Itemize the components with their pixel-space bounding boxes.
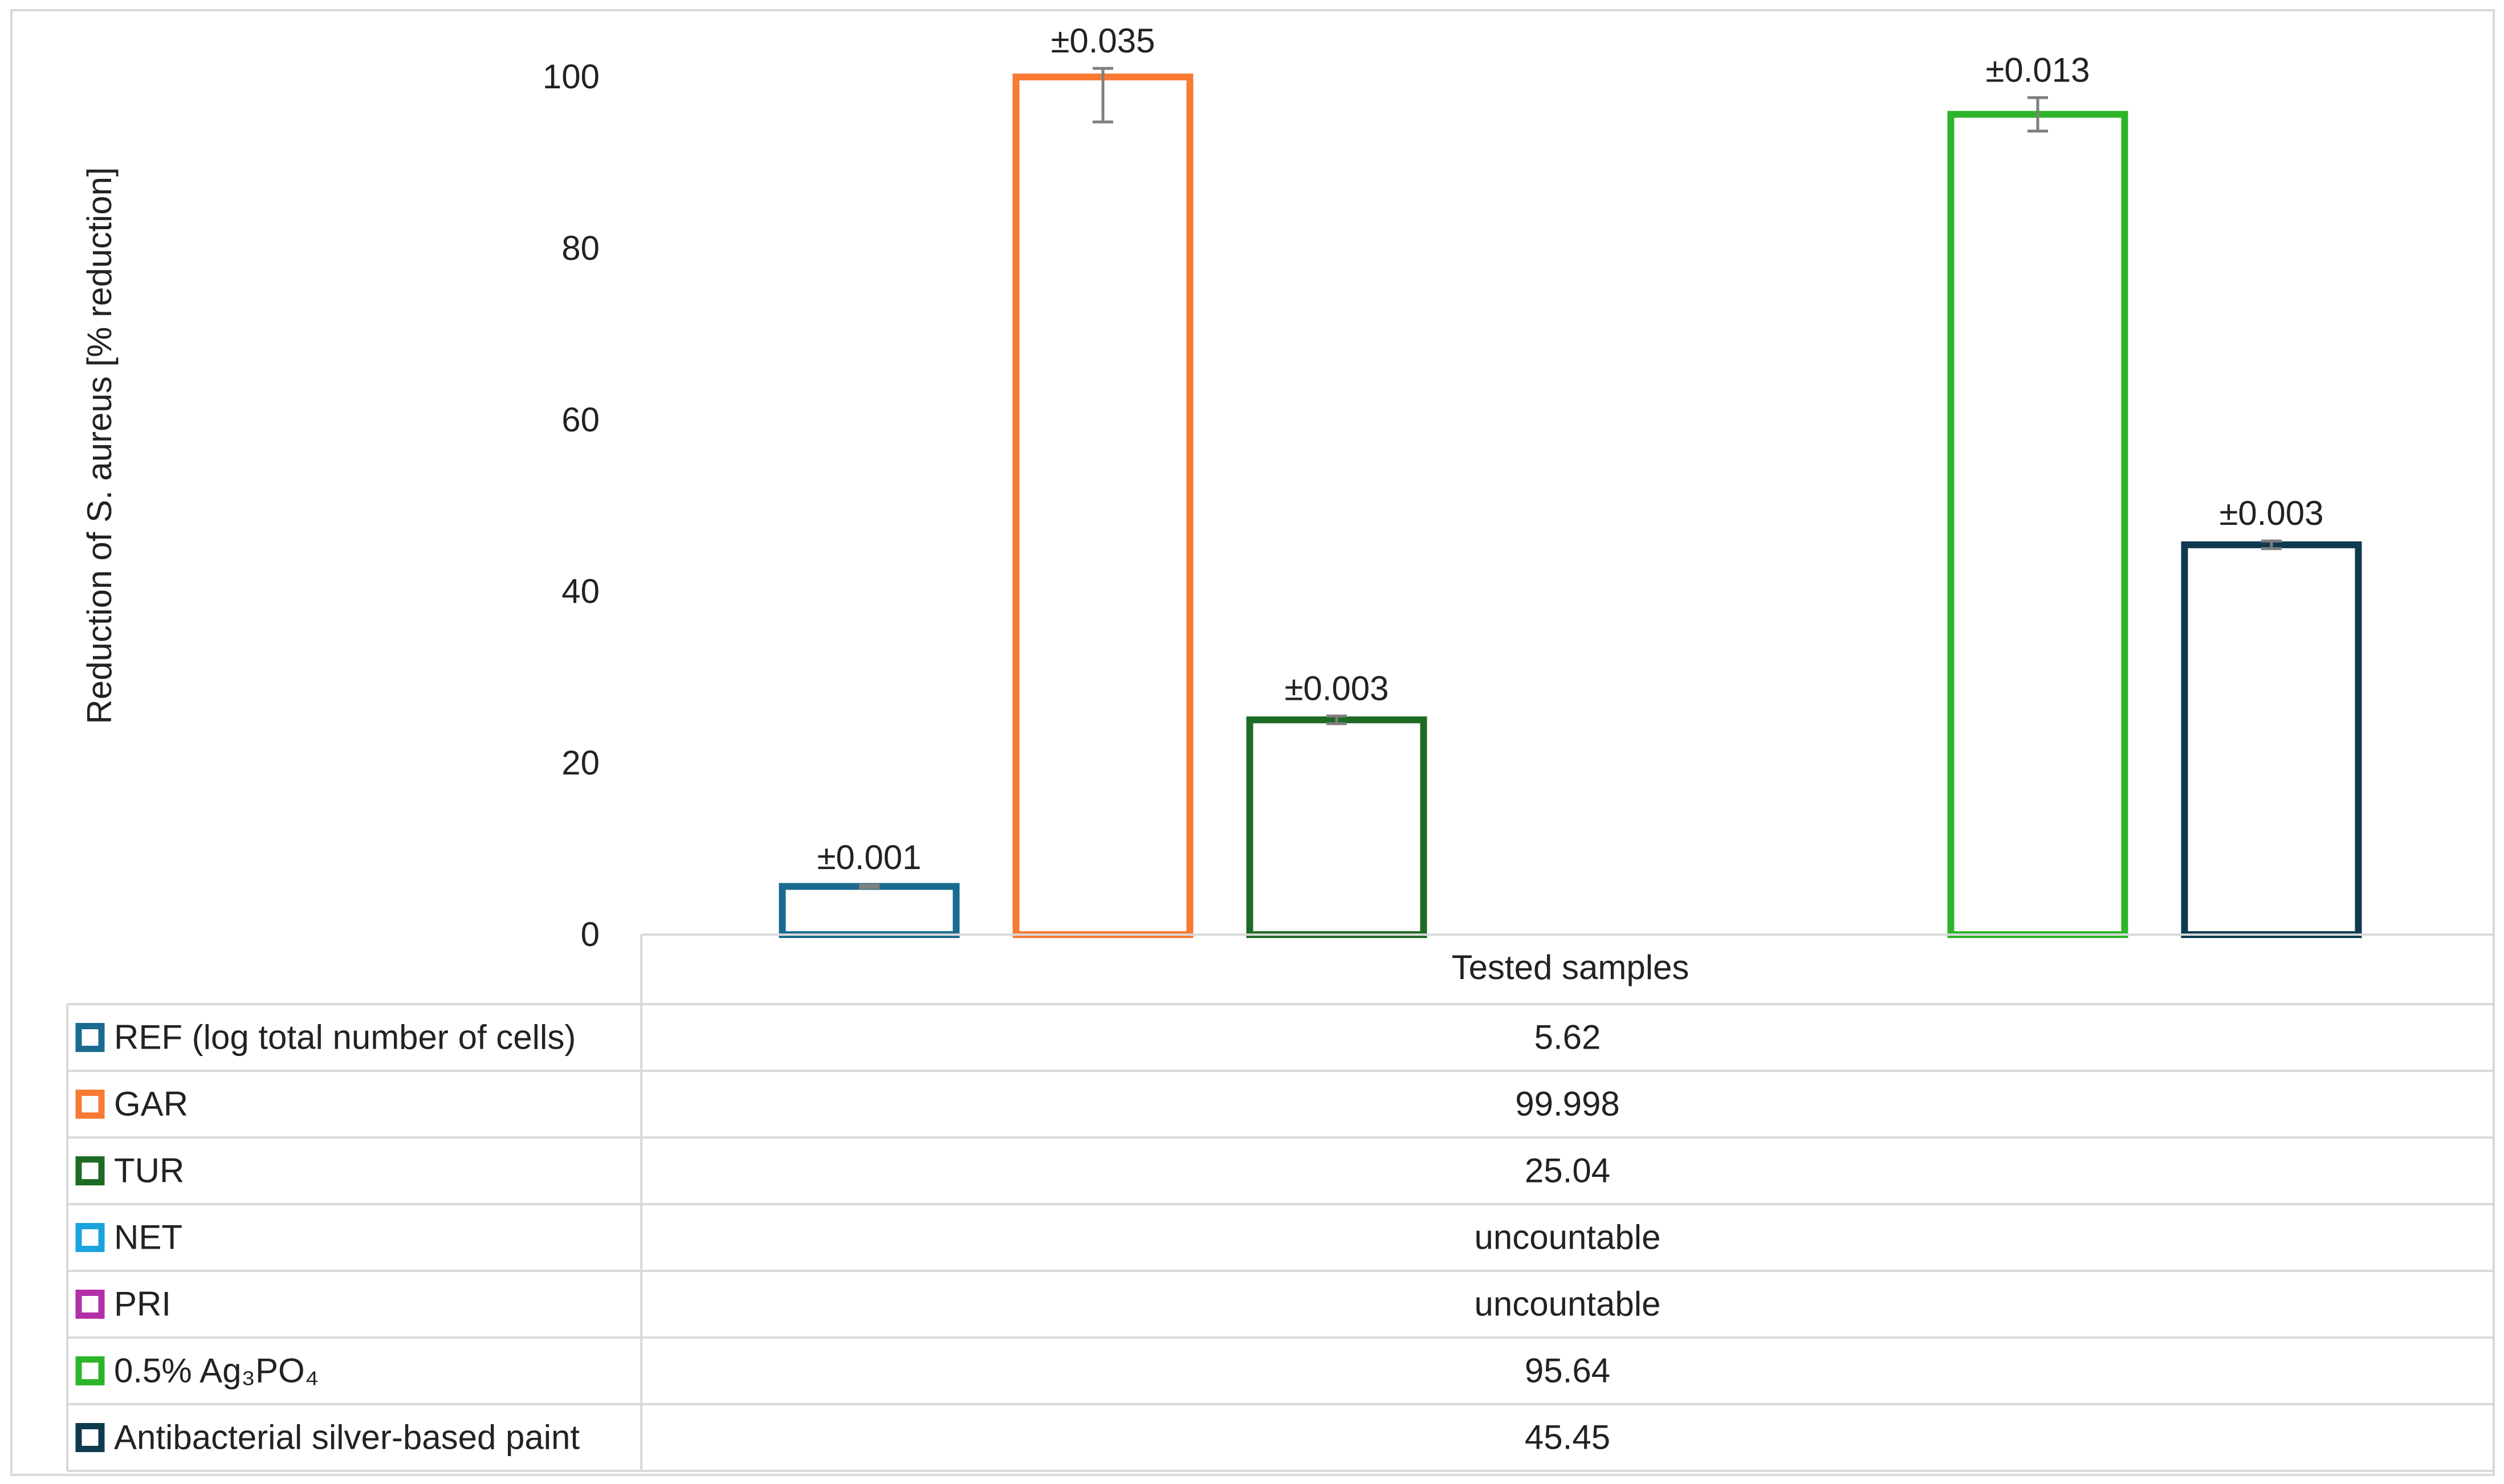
data-table: Tested samples REF (log total number of …: [66, 933, 2495, 1472]
y-axis-ticks: 0 20 40 60 80 100: [543, 58, 600, 953]
table-row: 0.5% Ag₃PO₄ 95.64: [75, 1352, 1610, 1390]
series-name: 0.5% Ag₃PO₄: [114, 1352, 319, 1390]
table-row: REF (log total number of cells) 5.62: [75, 1018, 1601, 1057]
series-name: TUR: [114, 1152, 184, 1190]
legend-swatch: [75, 1223, 105, 1252]
series-name: Antibacterial silver-based paint: [114, 1418, 580, 1457]
y-tick-label: 0: [581, 915, 600, 953]
table-row: TUR 25.04: [75, 1152, 1610, 1190]
legend-swatch: [75, 1290, 105, 1319]
bar: [1246, 716, 1427, 938]
bar: [1012, 74, 1194, 938]
series-value: 45.45: [1525, 1418, 1610, 1457]
category-label: Tested samples: [1452, 948, 1689, 986]
error-label: ±0.003: [1284, 669, 1389, 707]
series-name: PRI: [114, 1285, 171, 1323]
error-label: ±0.001: [817, 838, 921, 876]
legend-swatch: [75, 1023, 105, 1052]
series-name: GAR: [114, 1085, 188, 1123]
error-bar: [1326, 714, 1347, 725]
y-tick-label: 20: [561, 744, 600, 782]
bars: ±0.001 ±0.035 ±0.003 ±0.013 ±0.003: [779, 22, 2362, 938]
series-value: uncountable: [1475, 1218, 1661, 1257]
y-tick-label: 40: [561, 572, 600, 610]
bar: [2181, 541, 2362, 938]
bar: [1947, 111, 2128, 938]
series-value: 25.04: [1525, 1152, 1610, 1190]
series-name: REF (log total number of cells): [114, 1018, 576, 1057]
error-label: ±0.013: [1985, 51, 2090, 89]
series-value: 5.62: [1534, 1018, 1601, 1057]
series-value: uncountable: [1475, 1285, 1661, 1323]
y-tick-label: 60: [561, 401, 600, 439]
error-bar: [2027, 96, 2048, 133]
table-row: NET uncountable: [75, 1218, 1661, 1257]
error-label: ±0.003: [2219, 494, 2323, 532]
y-tick-label: 100: [543, 58, 600, 96]
series-value: 99.998: [1515, 1085, 1620, 1123]
legend-swatch: [75, 1090, 105, 1119]
error-bar: [859, 883, 880, 890]
y-axis-label: Reduction of S. aureus [% reduction]: [80, 167, 119, 724]
series-value: 95.64: [1525, 1352, 1610, 1390]
error-bar: [2261, 539, 2282, 551]
error-bar: [1093, 67, 1113, 124]
table-row: GAR 99.998: [75, 1085, 1620, 1123]
error-label: ±0.035: [1051, 22, 1155, 60]
series-name: NET: [114, 1218, 182, 1257]
legend-swatch: [75, 1423, 105, 1452]
table-row: Antibacterial silver-based paint 45.45: [75, 1418, 1610, 1457]
y-tick-label: 80: [561, 229, 600, 267]
table-row: PRI uncountable: [75, 1285, 1661, 1323]
legend-swatch: [75, 1156, 105, 1185]
legend-swatch: [75, 1356, 105, 1385]
bar: [779, 883, 960, 938]
chart-border: [10, 9, 2495, 1476]
